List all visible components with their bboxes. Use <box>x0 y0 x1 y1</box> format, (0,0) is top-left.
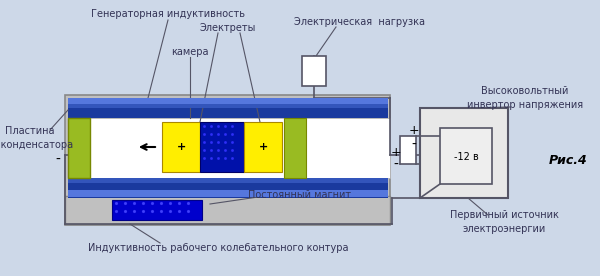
Bar <box>68 98 388 104</box>
Bar <box>68 178 388 183</box>
Text: Электреты: Электреты <box>200 23 256 33</box>
Bar <box>65 95 390 225</box>
Bar <box>68 118 90 178</box>
Text: Высоковольтный
инвертор напряжения: Высоковольтный инвертор напряжения <box>467 86 583 110</box>
Bar <box>112 200 202 220</box>
Text: Первичный источник
электроэнергии: Первичный источник электроэнергии <box>449 210 559 233</box>
Bar <box>68 190 388 197</box>
Text: +: + <box>409 123 419 137</box>
Bar <box>440 128 492 184</box>
Bar <box>68 178 388 198</box>
Bar <box>68 118 390 178</box>
Text: Постоянный магнит: Постоянный магнит <box>248 190 352 200</box>
Text: Электрическая  нагрузка: Электрическая нагрузка <box>295 17 425 27</box>
Text: Индуктивность рабочего колебательного контура: Индуктивность рабочего колебательного ко… <box>88 243 348 253</box>
Text: Рис.4: Рис.4 <box>548 153 587 166</box>
Bar <box>244 122 282 172</box>
Text: -: - <box>412 138 416 152</box>
Text: Пластина
эл.конденсатора: Пластина эл.конденсатора <box>0 126 74 150</box>
Bar <box>68 98 388 118</box>
Bar <box>400 136 416 164</box>
Bar <box>200 122 244 172</box>
Text: -: - <box>394 158 398 172</box>
Text: -: - <box>56 153 61 167</box>
Text: камера: камера <box>171 47 209 57</box>
Text: Генераторная индуктивность: Генераторная индуктивность <box>91 9 245 19</box>
Bar <box>302 56 326 86</box>
Bar <box>162 122 200 172</box>
Bar <box>68 104 388 108</box>
Bar <box>284 118 306 178</box>
Text: +: + <box>391 147 401 160</box>
Bar <box>65 196 390 224</box>
Text: +: + <box>176 142 185 152</box>
Text: -12 в: -12 в <box>454 152 478 162</box>
Text: +: + <box>259 142 268 152</box>
Bar <box>420 108 508 198</box>
